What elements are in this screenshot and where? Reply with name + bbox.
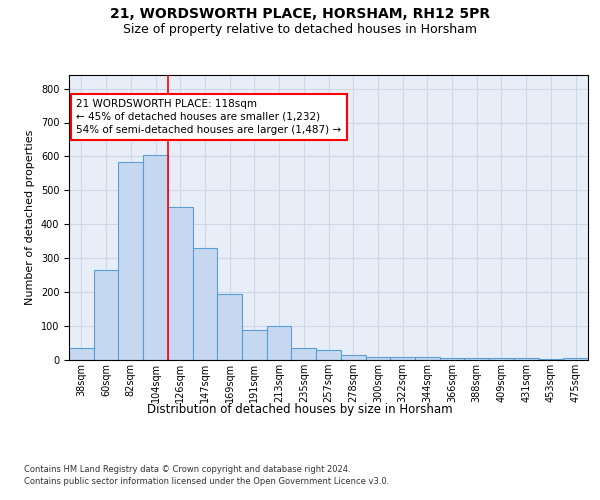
Bar [341,355,365,360]
Bar [415,356,440,360]
Bar [489,358,514,360]
Bar [217,294,242,360]
Bar [292,348,316,360]
Bar [193,248,217,360]
Bar [365,356,390,360]
Text: Size of property relative to detached houses in Horsham: Size of property relative to detached ho… [123,22,477,36]
Y-axis label: Number of detached properties: Number of detached properties [25,130,35,305]
Bar [168,208,193,360]
Bar [440,358,464,360]
Text: 21 WORDSWORTH PLACE: 118sqm
← 45% of detached houses are smaller (1,232)
54% of : 21 WORDSWORTH PLACE: 118sqm ← 45% of det… [76,99,341,135]
Bar [69,348,94,360]
Bar [94,270,118,360]
Text: 21, WORDSWORTH PLACE, HORSHAM, RH12 5PR: 21, WORDSWORTH PLACE, HORSHAM, RH12 5PR [110,8,490,22]
Bar [514,358,539,360]
Bar [464,358,489,360]
Text: Contains public sector information licensed under the Open Government Licence v3: Contains public sector information licen… [24,478,389,486]
Bar [563,358,588,360]
Bar [143,154,168,360]
Text: Contains HM Land Registry data © Crown copyright and database right 2024.: Contains HM Land Registry data © Crown c… [24,465,350,474]
Bar [267,326,292,360]
Bar [242,330,267,360]
Bar [390,356,415,360]
Bar [118,162,143,360]
Text: Distribution of detached houses by size in Horsham: Distribution of detached houses by size … [147,402,453,415]
Bar [316,350,341,360]
